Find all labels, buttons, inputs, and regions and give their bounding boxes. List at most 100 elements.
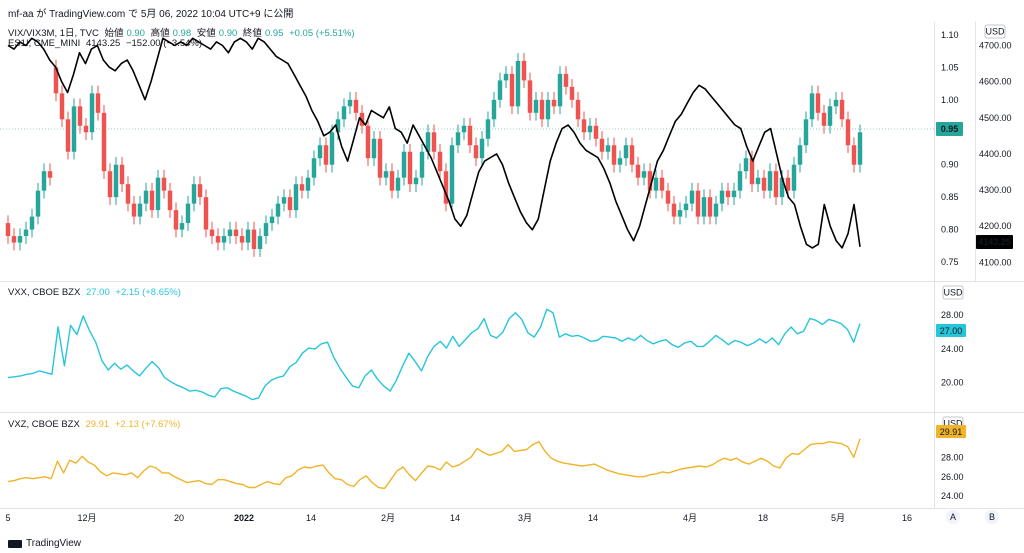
pane3-price-axis[interactable]: 24.00 26.00 28.00 [941,452,964,501]
time-tick-label: 5月 [831,513,845,523]
candle-body [521,60,527,81]
es-series [7,37,861,249]
candle-body [299,184,305,191]
candle-body [107,171,113,198]
close-label: 終値 [242,28,262,39]
candle-body [197,184,203,198]
pane1-change: +0.05 (+5.51%) [289,28,355,39]
candle-body [419,151,425,178]
price-tick-label: 1.05 [941,62,959,72]
currency-badge[interactable]: USD [942,285,964,300]
candle-body [59,93,65,120]
candle-body [245,229,251,243]
candle-body [605,145,611,152]
pane3-legend: VXZ, CBOE BZX 29.91 +2.13 (+7.67%) [8,419,183,430]
candle-body [119,164,125,185]
price-tick-label: 0.75 [941,257,959,267]
candle-body [671,203,677,217]
candle-body [461,125,467,133]
vxz-line [7,438,861,490]
candle-body [707,197,713,217]
price-tick-label: 4400.00 [979,149,1012,159]
candle-body [209,229,215,237]
candle-body [29,216,35,230]
close-value: 0.95 [264,28,284,39]
candle-body [317,145,323,159]
candle-body [689,190,695,204]
candle-body [473,145,479,159]
candle-body [545,99,551,120]
candle-body [161,177,167,191]
vxx-series [7,308,861,401]
svg-text:29.91: 29.91 [940,427,963,437]
candle-body [287,197,293,211]
time-axis[interactable]: 5 12月 20 2022 14 2月 14 3月 14 4月 18 5月 16 [5,513,912,523]
candle-body [857,132,863,165]
candle-body [479,138,485,159]
candle-body [587,125,593,133]
time-tick-label: 2022 [234,513,254,523]
price-tick-label: 20.00 [941,378,964,388]
price-tick-label: 4600.00 [979,77,1012,87]
candle-body [371,138,377,159]
candle-body [827,106,833,126]
high-label: 高値 [150,28,170,39]
candle-body [431,132,437,152]
tradingview-logo-icon [8,539,22,548]
candle-body [455,132,461,146]
pane3-change: +2.13 (+7.67%) [114,419,181,430]
vxx-line [7,308,861,401]
pane3-symbol: VXZ, CBOE BZX [8,419,80,430]
candle-body [557,73,563,107]
high-value: 0.98 [172,28,192,39]
svg-text:USD: USD [943,419,963,429]
candle-body [623,145,629,159]
price-tick-label: 1.10 [941,30,959,40]
price-tick-label: 0.80 [941,225,959,235]
candle-body [677,210,683,217]
candle-body [641,171,647,178]
price-tick-label: 4100.00 [979,257,1012,267]
es-line [7,37,861,249]
low-value: 0.90 [218,28,238,39]
candle-body [275,203,281,217]
price-tick-label: 4500.00 [979,113,1012,123]
candle-body [731,190,737,198]
candle-body [695,190,701,217]
candle-body [719,190,725,204]
overlay-legend: ES1!, CME_MINI 4143.25 −152.00 (−3.54%) [8,38,205,49]
time-tick-label: 14 [450,513,460,523]
candle-body [191,184,197,204]
candle-body [635,164,641,178]
candle-body [23,229,29,237]
candle-body [71,106,77,152]
footer-brand[interactable]: TradingView [8,538,81,549]
candle-body [125,184,131,204]
candle-body [467,125,473,146]
candle-body [35,190,41,217]
svg-text:0.95: 0.95 [941,124,959,134]
candle-body [263,223,269,237]
pane2-symbol: VXX, CBOE BZX [8,287,81,298]
candle-body [269,216,275,224]
candle-body [293,184,299,211]
time-tick-label: 14 [588,513,598,523]
time-tick-label: 20 [174,513,184,523]
time-tick-label: 5 [5,513,10,523]
candle-body [341,106,347,120]
auto-scale-button[interactable]: A [946,510,960,524]
candle-body [809,93,815,120]
pane1-price-axis[interactable]: 0.75 0.80 0.85 0.90 0.95 1.00 1.05 1.10 [941,30,959,267]
candle-body [647,171,653,191]
candle-body [851,145,857,165]
price-tick-label: 28.00 [941,310,964,320]
b-button[interactable]: B [985,510,999,524]
price-tick-label: 24.00 [941,344,964,354]
currency-badge[interactable]: USD [984,24,1006,39]
pane2-price-axis[interactable]: 20.00 24.00 28.00 [941,310,964,388]
candle-body [413,177,419,185]
candle-body [17,236,23,243]
es-price-axis[interactable]: 4100.00 4200.00 4300.00 4400.00 4500.00 4600.… [979,40,1012,267]
candle-body [533,99,539,113]
